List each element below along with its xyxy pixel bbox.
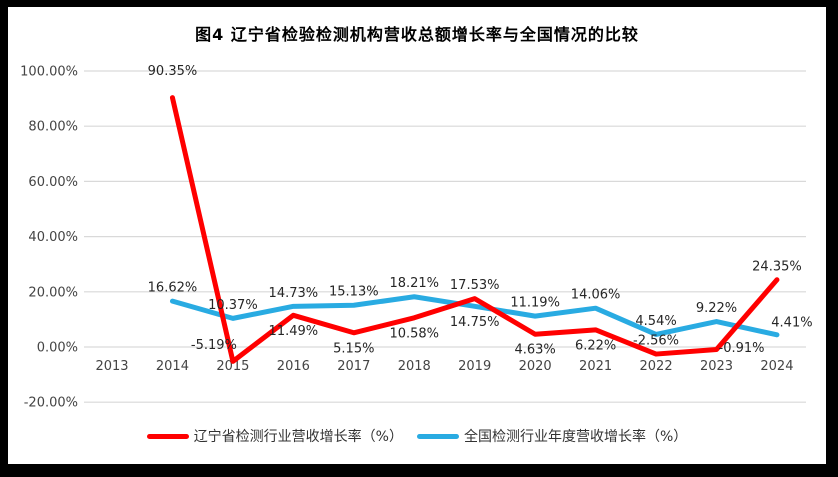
legend-label-liaoning: 辽宁省检测行业营收增长率（%） [193,429,403,445]
legend-line-red-icon [146,433,189,439]
legend-item-liaoning: 辽宁省检测行业营收增长率（%） [146,426,403,446]
legend-item-national: 全国检测行业年度营收增长率（%） [417,426,687,446]
chart-panel: 图4 辽宁省检验检测机构营收总额增长率与全国情况的比较 辽宁省检测行业营收增长率… [8,7,826,464]
legend-line-blue-icon [417,433,459,439]
legend-label-national: 全国检测行业年度营收增长率（%） [464,429,688,445]
legend: 辽宁省检测行业营收增长率（%） 全国检测行业年度营收增长率（%） [8,426,826,446]
chart-title: 图4 辽宁省检验检测机构营收总额增长率与全国情况的比较 [195,25,639,44]
